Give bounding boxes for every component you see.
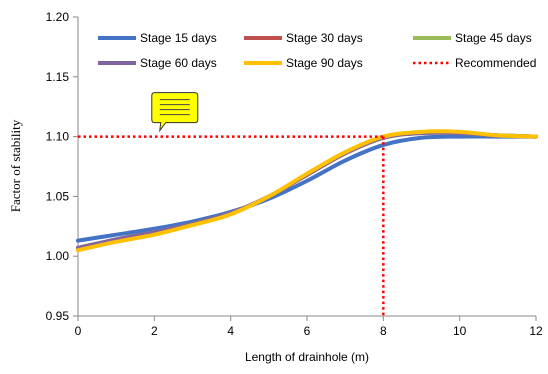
x-tick-label: 0 [75,324,82,338]
legend-label: Stage 15 days [140,31,217,45]
x-tick-label: 8 [380,324,387,338]
x-tick-label: 2 [151,324,158,338]
x-tick-label: 6 [304,324,311,338]
legend-label: Stage 30 days [286,31,363,45]
note-icon [151,92,199,133]
legend-item: Stage 30 days [244,31,363,45]
annotation-layer [151,92,199,133]
series-line-stage-15-days [76,134,538,243]
legend-item: Stage 90 days [244,56,363,70]
note-bubble [151,92,199,133]
x-tick-label: 4 [227,324,234,338]
x-tick-label: 12 [529,324,543,338]
legend-item: Stage 15 days [98,31,217,45]
y-tick-label: 1.15 [46,70,70,84]
y-tick-label: 1.05 [46,189,70,203]
series-layer [76,129,538,253]
x-axis-title: Length of drainhole (m) [245,350,369,364]
series-line-stage-90-days [76,129,538,253]
legend-item: Stage 60 days [98,56,217,70]
y-axis-title: Factor of stability [8,119,23,212]
y-tick-label: 1.20 [46,10,70,24]
y-tick-label: 1.10 [46,130,70,144]
legend-label: Stage 60 days [140,56,217,70]
axes-layer: 0.95 1.00 1.05 1.10 1.15 1.20 0 2 4 6 8 10 12 [46,10,543,338]
legend-label: Stage 90 days [286,56,363,70]
y-tick-label: 1.00 [46,249,70,263]
legend-label: Stage 45 days [455,31,532,45]
y-tick-label: 0.95 [46,309,70,323]
reference-layer [78,135,385,316]
legend-item: Stage 45 days [413,31,532,45]
x-tick-label: 10 [453,324,467,338]
legend-item: Recommended [413,56,536,70]
legend-label: Recommended [455,56,536,70]
legend: Stage 15 days Stage 30 days Stage 45 days S… [98,31,536,70]
